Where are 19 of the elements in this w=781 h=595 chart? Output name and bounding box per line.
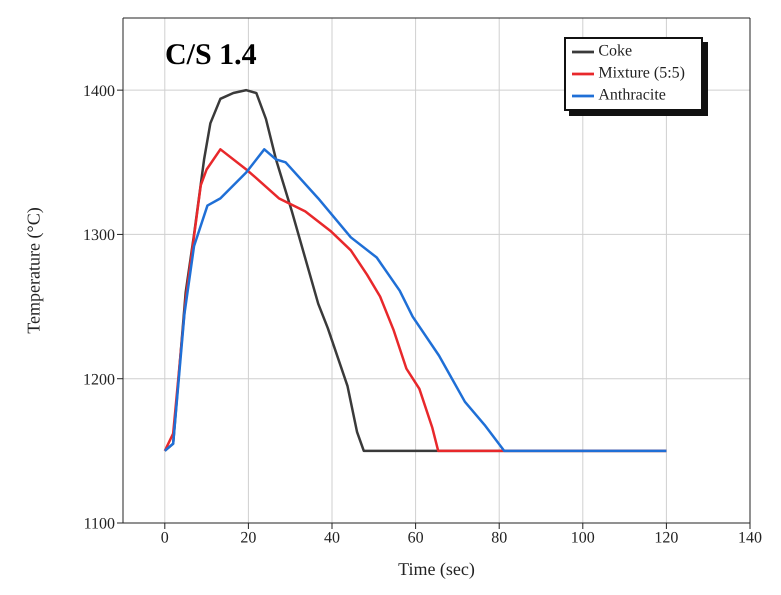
legend-label: Coke [598, 42, 632, 60]
x-tick-label: 140 [738, 529, 762, 546]
x-tick-label: 0 [160, 529, 169, 546]
x-tick-label: 120 [654, 529, 678, 546]
x-tick-label: 20 [240, 529, 256, 546]
text: C/S 1.4 [165, 38, 257, 72]
y-tick-label: 1200 [83, 371, 115, 388]
line-series [164, 148, 668, 452]
y-axis-title: Temperature (°C) [23, 207, 44, 334]
x-tick-label: 40 [324, 529, 340, 546]
x-tick-label: 60 [408, 529, 424, 546]
y-tick-label: 1300 [83, 227, 115, 244]
legend-label: Mixture (5:5) [598, 64, 685, 82]
x-tick-label: 80 [491, 529, 508, 546]
legend-label: Anthracite [598, 86, 666, 104]
y-tick-label: 1400 [83, 82, 115, 100]
y-tick-label: 1100 [84, 516, 115, 533]
x-axis-title: Time (sec) [398, 559, 475, 579]
x-tick-label: 100 [570, 529, 595, 546]
